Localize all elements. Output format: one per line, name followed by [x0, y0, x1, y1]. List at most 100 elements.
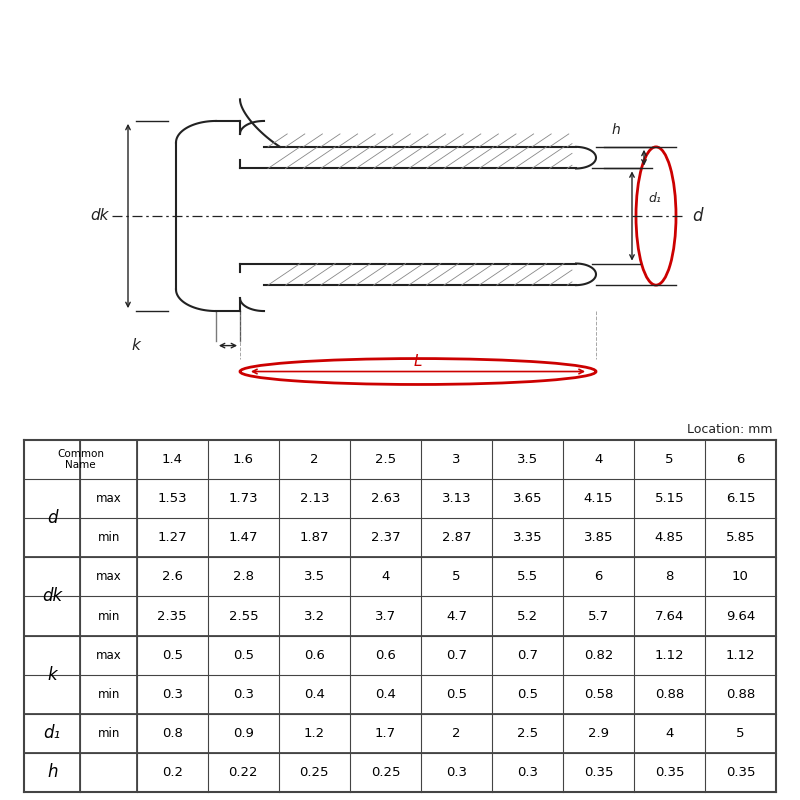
Text: 0.7: 0.7 — [446, 649, 467, 662]
Text: 3: 3 — [452, 453, 461, 466]
Text: 5.2: 5.2 — [517, 610, 538, 622]
Text: 3.7: 3.7 — [375, 610, 396, 622]
Text: 1.87: 1.87 — [300, 531, 329, 544]
Text: d₁: d₁ — [648, 192, 661, 206]
Text: 1.4: 1.4 — [162, 453, 183, 466]
Text: Location: mm: Location: mm — [686, 423, 772, 437]
Text: d₁: d₁ — [44, 724, 61, 742]
Text: 1.53: 1.53 — [158, 492, 187, 505]
Text: max: max — [96, 492, 122, 505]
Text: 2.87: 2.87 — [442, 531, 471, 544]
Text: 3.13: 3.13 — [442, 492, 471, 505]
Text: 0.2: 0.2 — [162, 766, 183, 779]
Text: 4: 4 — [594, 453, 602, 466]
Text: 2.9: 2.9 — [588, 727, 609, 740]
Text: 0.58: 0.58 — [584, 688, 613, 701]
Text: 0.88: 0.88 — [726, 688, 755, 701]
Text: 10: 10 — [732, 570, 749, 583]
Text: dk: dk — [90, 209, 110, 223]
Text: 0.35: 0.35 — [584, 766, 613, 779]
Text: 1.2: 1.2 — [304, 727, 325, 740]
Text: min: min — [98, 688, 120, 701]
Text: 0.5: 0.5 — [162, 649, 183, 662]
Text: 5.5: 5.5 — [517, 570, 538, 583]
Text: 0.22: 0.22 — [229, 766, 258, 779]
Text: 8: 8 — [666, 570, 674, 583]
Text: 2.37: 2.37 — [370, 531, 400, 544]
Text: 0.3: 0.3 — [162, 688, 183, 701]
Text: 0.6: 0.6 — [304, 649, 325, 662]
Text: 1.27: 1.27 — [158, 531, 187, 544]
Text: L: L — [414, 354, 422, 370]
Text: k: k — [47, 666, 57, 684]
Text: dk: dk — [42, 587, 62, 606]
Text: min: min — [98, 531, 120, 544]
Text: 0.3: 0.3 — [517, 766, 538, 779]
Text: 0.82: 0.82 — [584, 649, 613, 662]
Text: 1.7: 1.7 — [375, 727, 396, 740]
Text: 7.64: 7.64 — [654, 610, 684, 622]
Text: 2.6: 2.6 — [162, 570, 183, 583]
Text: max: max — [96, 649, 122, 662]
Text: 3.2: 3.2 — [304, 610, 325, 622]
Text: 0.5: 0.5 — [233, 649, 254, 662]
Text: 5: 5 — [666, 453, 674, 466]
Text: 0.3: 0.3 — [446, 766, 467, 779]
Text: 4: 4 — [666, 727, 674, 740]
Text: 6: 6 — [736, 453, 745, 466]
Text: k: k — [131, 338, 141, 353]
Text: 0.3: 0.3 — [233, 688, 254, 701]
Text: 0.4: 0.4 — [304, 688, 325, 701]
Text: 1.6: 1.6 — [233, 453, 254, 466]
Text: 5: 5 — [452, 570, 461, 583]
Text: 2: 2 — [310, 453, 318, 466]
Text: h: h — [47, 763, 58, 782]
Text: h: h — [612, 122, 620, 137]
Text: 3.5: 3.5 — [517, 453, 538, 466]
Text: Common
Name: Common Name — [57, 449, 104, 470]
Text: 1.73: 1.73 — [229, 492, 258, 505]
Text: max: max — [96, 570, 122, 583]
Text: 4.85: 4.85 — [654, 531, 684, 544]
Text: 0.35: 0.35 — [654, 766, 684, 779]
Text: 0.5: 0.5 — [517, 688, 538, 701]
Text: 5: 5 — [736, 727, 745, 740]
Text: 4.7: 4.7 — [446, 610, 467, 622]
Text: 3.35: 3.35 — [513, 531, 542, 544]
Text: 3.65: 3.65 — [513, 492, 542, 505]
Text: 0.35: 0.35 — [726, 766, 755, 779]
Text: 1.12: 1.12 — [726, 649, 755, 662]
Text: 0.4: 0.4 — [375, 688, 396, 701]
Text: min: min — [98, 727, 120, 740]
Text: 2.13: 2.13 — [299, 492, 329, 505]
Text: 2.63: 2.63 — [370, 492, 400, 505]
Text: 2.5: 2.5 — [375, 453, 396, 466]
Text: 2.35: 2.35 — [158, 610, 187, 622]
Text: 0.25: 0.25 — [370, 766, 400, 779]
Text: 1.12: 1.12 — [654, 649, 684, 662]
Text: 2.5: 2.5 — [517, 727, 538, 740]
Text: 5.85: 5.85 — [726, 531, 755, 544]
Text: 3.85: 3.85 — [584, 531, 613, 544]
Text: d: d — [692, 207, 702, 225]
Text: 3.5: 3.5 — [304, 570, 325, 583]
Text: 0.5: 0.5 — [446, 688, 467, 701]
Text: 5.7: 5.7 — [588, 610, 609, 622]
Text: min: min — [98, 610, 120, 622]
Text: 0.7: 0.7 — [517, 649, 538, 662]
Text: 0.6: 0.6 — [375, 649, 396, 662]
Text: 2.8: 2.8 — [233, 570, 254, 583]
Text: 2: 2 — [452, 727, 461, 740]
Text: 0.25: 0.25 — [300, 766, 329, 779]
Text: 0.9: 0.9 — [233, 727, 254, 740]
Text: 0.8: 0.8 — [162, 727, 182, 740]
Text: 0.88: 0.88 — [655, 688, 684, 701]
Text: 9.64: 9.64 — [726, 610, 755, 622]
Text: 4.15: 4.15 — [584, 492, 613, 505]
Text: 6: 6 — [594, 570, 602, 583]
Text: d: d — [47, 510, 58, 527]
Text: 4: 4 — [381, 570, 390, 583]
Text: 2.55: 2.55 — [229, 610, 258, 622]
Text: 6.15: 6.15 — [726, 492, 755, 505]
Text: 1.47: 1.47 — [229, 531, 258, 544]
